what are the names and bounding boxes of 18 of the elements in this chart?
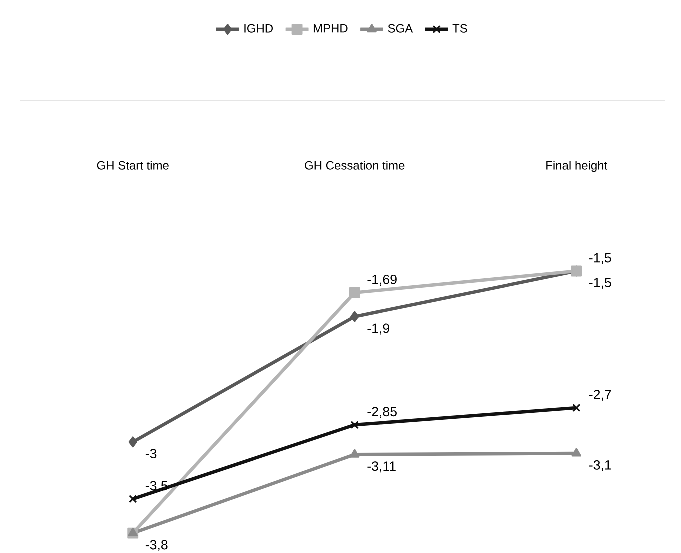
data-label: -3 — [146, 449, 157, 459]
data-label: -2,7 — [589, 390, 612, 402]
legend-label: MPHD — [314, 24, 348, 33]
data-label: -1,5 — [589, 253, 612, 264]
x-tick-label: Final height — [546, 161, 608, 172]
legend-label: TS — [452, 24, 468, 33]
data-label: -3,8 — [146, 540, 168, 552]
legend-label: SGA — [388, 24, 414, 33]
x-tick-label: GH Cessation time — [305, 161, 405, 170]
data-label: -1,5 — [589, 278, 612, 290]
x-tick-label: GH Start time — [97, 161, 169, 170]
data-label: -3,5 — [146, 481, 168, 492]
data-label: -3,1 — [589, 460, 612, 472]
data-label: -1,69 — [368, 274, 397, 286]
data-label: -1,9 — [368, 324, 390, 335]
data-label: -2,85 — [368, 407, 397, 418]
data-label: -3,11 — [368, 462, 396, 473]
legend-label: IGHD — [244, 24, 273, 33]
